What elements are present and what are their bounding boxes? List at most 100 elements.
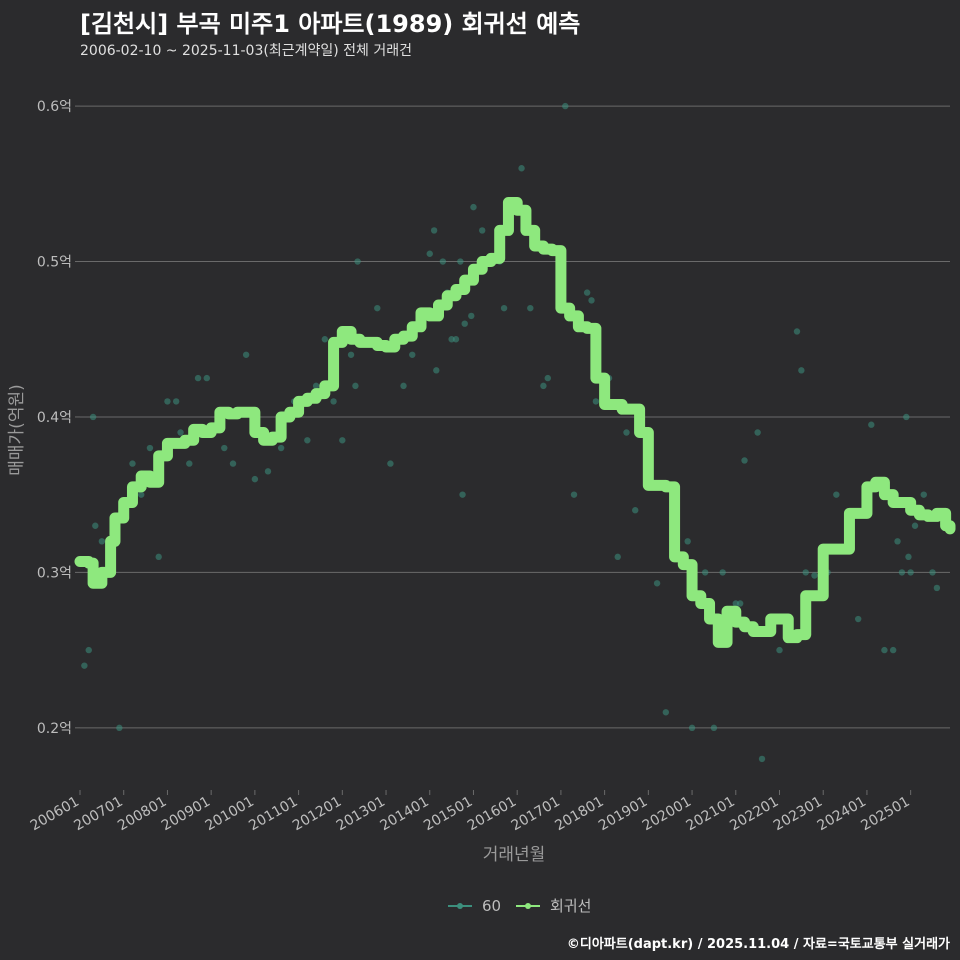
data-point [527,304,534,312]
data-point [374,304,381,312]
x-tick-label: 201101 [246,794,300,835]
data-point [146,444,154,452]
x-tick-label: 201301 [334,794,388,835]
data-point [588,297,595,304]
data-point [894,538,901,545]
regression-line [74,196,956,648]
data-point [479,227,486,234]
data-point [459,491,466,498]
data-point [540,382,547,390]
x-tick-label: 201901 [596,794,650,835]
data-point [242,351,250,358]
y-tick-label: 0.5억 [37,255,72,271]
x-tick-label: 202301 [771,794,825,835]
data-point [426,250,433,257]
legend-key-dot [525,903,531,909]
data-point [500,304,508,312]
x-tick-label: 200801 [115,794,169,835]
data-point [439,258,447,265]
data-point [833,491,840,498]
data-point [194,374,202,382]
data-point [741,457,748,464]
data-point [98,538,106,545]
x-tick-label: 201701 [509,794,563,835]
x-tick-label: 201601 [465,794,519,835]
regression-series [74,196,956,648]
x-tick-label: 201201 [290,794,344,835]
y-axis-ticks: 0.2억 0.3억 0.4억 0.5억 0.6억 [37,99,80,737]
y-tick-label: 0.4억 [37,410,72,426]
data-point [623,429,630,436]
x-tick-label: 202201 [727,794,781,835]
data-point [920,491,927,498]
data-point [719,569,726,576]
data-point [470,203,477,211]
data-point [776,646,783,654]
data-point [89,413,97,421]
x-tick-label: 201401 [377,794,431,835]
data-point [400,382,407,390]
legend-item: 회귀선 [516,897,591,915]
data-point [802,569,809,576]
data-point [881,646,888,654]
y-axis-title: 매매가(억원) [7,384,27,475]
data-point [203,374,210,382]
x-tick-label: 201501 [421,794,475,835]
data-point [758,755,766,763]
data-point [172,398,180,405]
data-point [457,258,464,265]
data-point [92,522,99,529]
data-point [354,258,361,265]
legend-label: 회귀선 [550,897,591,915]
data-point [138,491,145,498]
data-point [339,437,346,444]
data-point [129,460,136,467]
source-credit: ©디아파트(dapt.kr) / 2025.11.04 / 자료=국토교통부 실… [566,937,950,952]
data-point [653,580,661,587]
data-point [452,336,460,343]
x-tick-label: 201001 [203,794,257,835]
x-axis-title: 거래년월 [483,845,546,865]
x-axis-ticks: 2006012007012008012009012010012011012012… [28,790,913,834]
chart-subtitle: 2006-02-10 ~ 2025-11-03(최근계약일) 전체 거래건 [80,43,412,59]
data-point [448,336,455,343]
data-point [903,413,910,421]
data-point [461,320,468,327]
data-point [409,351,416,358]
x-tick-label: 202401 [815,794,869,835]
data-point [811,572,818,579]
data-point [81,662,88,669]
y-tick-label: 0.2억 [37,721,72,737]
data-point [933,584,941,592]
data-point [387,460,394,467]
data-point [736,600,744,607]
data-point [793,328,801,335]
data-point [116,724,123,732]
data-point [347,351,355,358]
data-point [562,102,569,110]
data-point [570,491,578,498]
data-point [277,444,285,452]
data-point [155,553,162,561]
data-point [221,444,228,452]
data-point [186,460,193,467]
data-point [177,429,184,436]
data-point [85,646,92,654]
x-tick-label: 200601 [28,794,82,835]
data-point [468,312,475,320]
data-point [304,437,311,444]
data-point [732,600,739,607]
legend: 60 회귀선 [448,897,591,915]
data-point [330,398,337,405]
data-point [701,569,709,576]
data-point [632,507,639,514]
legend-item: 60 [448,897,501,915]
data-point [798,367,805,374]
data-point [907,569,914,576]
legend-key-dot [457,903,463,909]
chart-title: [김천시] 부곡 미주1 아파트(1989) 회귀선 예측 [80,10,581,38]
x-tick-label: 201801 [552,794,606,835]
data-point [264,468,272,475]
data-point [710,724,718,732]
data-point [662,709,670,716]
